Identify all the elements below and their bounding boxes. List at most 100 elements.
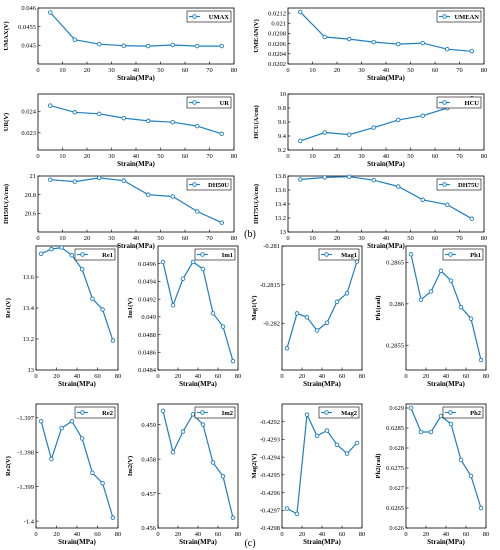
y-tick-label: 0.6275 [386, 465, 404, 472]
data-point [230, 515, 236, 520]
data-point [428, 429, 434, 435]
x-tick-label: 10 [309, 153, 316, 160]
data-point [59, 245, 64, 250]
data-point [121, 178, 126, 183]
data-point [219, 220, 224, 225]
data-point [284, 506, 290, 511]
series-line [162, 410, 234, 518]
series-line [49, 12, 222, 47]
data-point [322, 175, 328, 180]
data-point [110, 338, 116, 343]
x-tick-label: 10 [59, 235, 66, 242]
x-tick-label: 20 [175, 531, 182, 538]
x-tick-label: 70 [456, 235, 463, 242]
y-tick-label: 9.2 [278, 147, 286, 154]
chart-im1: 0 20 40 60 80 0.0484 0.0486 0.0488 0.049 0.0492 0.… [127, 245, 241, 388]
x-tick-label: 10 [59, 67, 66, 74]
legend: Re2 [74, 406, 116, 419]
data-point [59, 425, 64, 431]
chart-re1: 0 20 40 60 80 13 13.2 13.4 13.6 Strain(MPa) Re1(V)… [5, 245, 121, 388]
y-tick-label: -0.4296 [260, 490, 281, 497]
y-tick-label: -0.282 [263, 321, 280, 328]
legend: UMAX [186, 10, 232, 23]
data-point [170, 449, 176, 455]
y-tick-label: 0.456 [141, 525, 156, 532]
y-tick-label: 0.049 [141, 314, 156, 321]
y-tick-label: 0.629 [389, 405, 404, 412]
y-axis-label: DH75U(A/cm) [253, 184, 260, 224]
caption-c: (c) [244, 538, 255, 549]
x-tick-label: 0 [34, 373, 37, 380]
y-tick-label: -1.398 [17, 449, 34, 456]
x-tick-label: 10 [309, 67, 316, 74]
legend-box [74, 406, 116, 419]
x-tick-label: 80 [483, 531, 490, 538]
data-point [220, 474, 226, 479]
x-tick-label: 60 [463, 531, 470, 538]
data-point [96, 175, 102, 181]
x-tick-label: 40 [133, 153, 140, 160]
plot-frame [35, 403, 119, 529]
data-point [468, 473, 474, 479]
y-tick-label: -0.4297 [260, 507, 281, 514]
legend-box [186, 178, 232, 191]
data-point [314, 433, 320, 439]
x-tick-label: 80 [231, 67, 238, 74]
y-axis-label: Im2(V) [127, 456, 134, 476]
x-tick-label: 40 [383, 235, 390, 242]
x-tick-label: 50 [407, 235, 414, 242]
legend-marker [324, 410, 329, 415]
x-axis-label: Strain(MPa) [367, 160, 405, 168]
x-tick-label: 0 [404, 373, 407, 380]
chart-ph1: 0 20 40 60 80 0.2855 0.286 0.2865 Strain(MPa) Ph1… [375, 245, 490, 388]
y-tick-label: 10 [280, 91, 287, 98]
x-tick-label: 80 [483, 373, 490, 380]
data-point [418, 429, 424, 435]
legend-label: UMEAN [454, 14, 479, 21]
x-axis-label: Strain(MPa) [367, 74, 405, 82]
legend-marker [324, 252, 329, 257]
y-tick-label: 0.021 [271, 20, 286, 27]
y-tick-label: 20.8 [25, 192, 36, 199]
data-point [219, 43, 224, 49]
x-tick-label: 30 [358, 235, 365, 242]
data-point [49, 246, 54, 252]
data-point [420, 40, 426, 46]
data-point [194, 123, 200, 129]
legend-label: UR [220, 100, 230, 107]
x-tick-label: 50 [157, 153, 164, 160]
plot-frame [281, 403, 363, 529]
y-tick-label: 0.2865 [386, 260, 404, 267]
legend-label: Mag1 [341, 252, 357, 259]
data-point [371, 39, 377, 45]
y-axis-label: DH50U(A/cm) [3, 184, 10, 224]
x-tick-label: 80 [481, 235, 488, 242]
legend-marker [200, 252, 205, 257]
data-point [38, 418, 44, 424]
x-tick-label: 50 [157, 67, 164, 74]
x-tick-label: 30 [108, 67, 115, 74]
y-tick-label: 0.6285 [386, 425, 404, 432]
data-point [190, 412, 196, 417]
x-tick-label: 50 [407, 153, 414, 160]
y-tick-label: -0.2815 [260, 282, 280, 289]
legend-box [186, 10, 232, 23]
series-line [162, 261, 234, 362]
data-point [418, 297, 424, 302]
x-tick-label: 40 [74, 373, 81, 380]
legend-label: Ph1 [470, 252, 481, 259]
data-point [344, 451, 350, 456]
data-point [294, 511, 300, 517]
x-tick-label: 40 [195, 373, 202, 380]
x-tick-label: 40 [443, 373, 450, 380]
legend: Mag2 [318, 406, 360, 419]
legend-label: HCU [465, 100, 480, 107]
x-tick-label: 60 [215, 373, 222, 380]
x-tick-label: 40 [383, 67, 390, 74]
plot-frame [157, 245, 239, 371]
x-tick-label: 40 [74, 531, 81, 538]
legend-box [194, 248, 236, 261]
data-point [69, 418, 75, 424]
y-axis-label: UR(V) [3, 113, 10, 131]
data-point [72, 110, 77, 115]
